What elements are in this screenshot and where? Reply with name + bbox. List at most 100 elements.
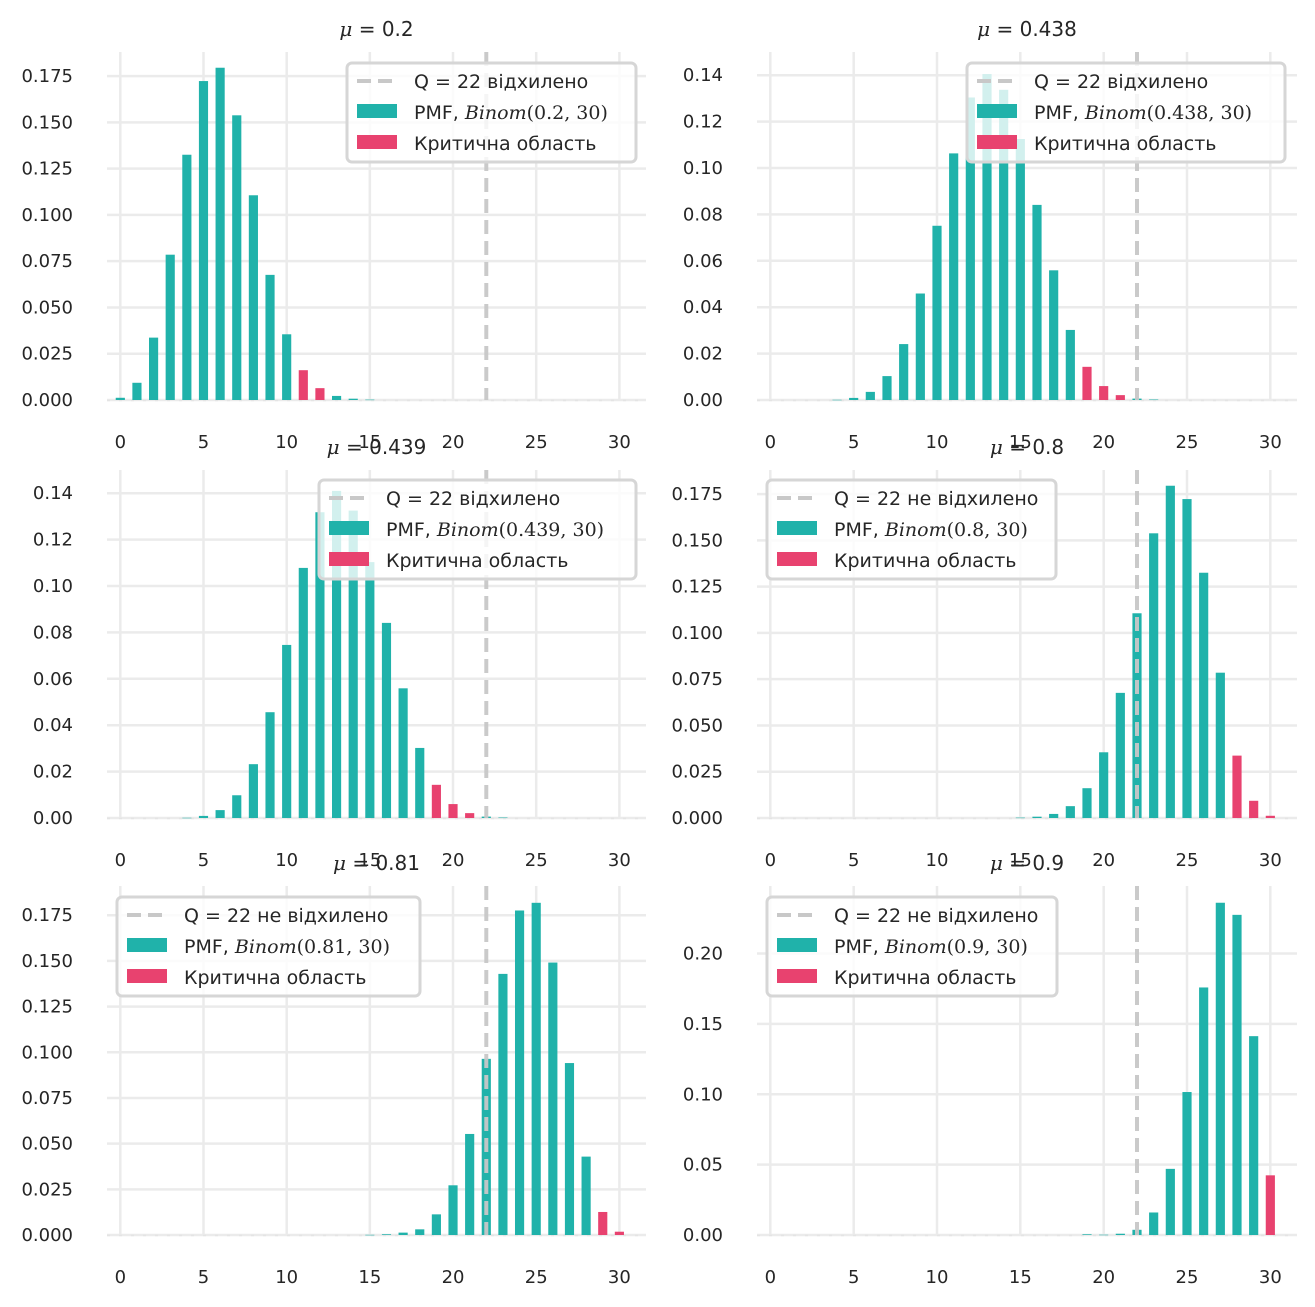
pmf-bar (415, 747, 425, 818)
legend-pmf-prefix: PMF, (1034, 102, 1085, 124)
legend: Q = 22 не відхилено PMF, Binom(0.9, 30) Кр… (765, 895, 1059, 998)
y-tick-label: 0.125 (21, 159, 73, 180)
y-tick-label: 0.04 (683, 297, 723, 318)
y-tick-label: 0.06 (33, 669, 73, 690)
pmf-bar (465, 1133, 475, 1235)
y-tick-label: 0.00 (683, 1225, 723, 1246)
pmf-bar (1132, 613, 1142, 818)
pmf-bar (1115, 1233, 1125, 1235)
y-tick-label: 0.125 (21, 997, 73, 1018)
x-tick-label: 25 (1176, 850, 1199, 871)
pmf-bar (882, 376, 892, 400)
legend-pmf-prefix: PMF, (834, 519, 885, 541)
panel-5: 0 5 10 15 20 25 30 0.000 0.025 0.050 0.075 0.100 0.1… (21, 851, 646, 1288)
y-tick-label: 0.10 (683, 1084, 723, 1105)
legend-critical-swatch (977, 135, 1017, 149)
pmf-bar (248, 764, 258, 818)
y-tick-label: 0.10 (33, 576, 73, 597)
pmf-bar (1015, 817, 1025, 819)
legend-pmf-args: (0.2, 30) (527, 102, 608, 124)
legend-pmf-func: Binom (234, 936, 297, 958)
pmf-bar (398, 688, 408, 818)
x-tick-label: 5 (198, 432, 209, 453)
pmf-bar (381, 622, 392, 818)
legend-pmf-swatch (127, 938, 167, 952)
x-tick-label: 25 (1176, 432, 1199, 453)
title-value: = 0.81 (346, 851, 420, 875)
panel-title: μ = 0.2 (339, 17, 413, 41)
legend-q-label: Q = 22 не відхилено (834, 488, 1038, 510)
title-variable: μ (990, 851, 1003, 875)
legend-pmf-label: PMF, Binom(0.9, 30) (834, 936, 1028, 958)
panel-1: 0 5 10 15 20 25 30 0.000 0.025 0.050 0.075 0.100 0.1… (21, 17, 646, 453)
x-tick-label: 30 (1259, 432, 1282, 453)
y-tick-label: 0.02 (683, 344, 723, 365)
pmf-bar (331, 490, 342, 818)
x-tick-label: 20 (442, 850, 465, 871)
pmf-bar (548, 962, 558, 1235)
pmf-bar (1082, 788, 1092, 818)
y-tick-label: 0.150 (21, 951, 73, 972)
pmf-bar (198, 81, 209, 400)
pmf-bar (348, 510, 358, 818)
y-tick-label: 0.175 (21, 66, 73, 87)
panel-title: μ = 0.81 (333, 851, 420, 875)
x-tick-label: 20 (1092, 432, 1115, 453)
legend-pmf-label: PMF, Binom(0.81, 30) (184, 936, 390, 958)
critical-bar (1099, 386, 1109, 400)
y-tick-label: 0.000 (21, 1225, 73, 1246)
pmf-bar (498, 973, 508, 1235)
legend-q-label: Q = 22 відхилено (386, 488, 560, 510)
pmf-bar (564, 1063, 575, 1235)
legend: Q = 22 відхилено PMF, Binom(0.2, 30) Крити… (345, 61, 638, 164)
legend-frame (965, 61, 1287, 164)
y-tick-label: 0.150 (21, 112, 73, 133)
critical-bar (298, 370, 308, 400)
legend-critical-label: Критична область (386, 550, 569, 572)
pmf-bar (1182, 499, 1192, 818)
x-tick-label: 10 (926, 1267, 949, 1288)
pmf-bar (115, 397, 125, 400)
pmf-bar (282, 644, 292, 818)
y-tick-label: 0.075 (671, 669, 723, 690)
title-value: = 0.438 (990, 17, 1077, 41)
legend-pmf-func: Binom (884, 519, 947, 541)
y-tick-label: 0.04 (33, 715, 73, 736)
pmf-bar (581, 1156, 591, 1235)
legend-pmf-args: (0.439, 30) (499, 519, 604, 541)
legend-pmf-func: Binom (884, 936, 947, 958)
legend-pmf-args: (0.9, 30) (947, 936, 1028, 958)
y-tick-label: 0.10 (683, 158, 723, 179)
pmf-bar (1049, 270, 1059, 400)
legend-frame (765, 895, 1059, 998)
pmf-bar (1165, 485, 1175, 818)
x-tick-label: 30 (1259, 850, 1282, 871)
pmf-bar (348, 398, 358, 400)
pmf-bar (1165, 1168, 1175, 1235)
y-tick-label: 0.15 (683, 1014, 723, 1035)
panel-title: μ = 0.8 (990, 435, 1064, 459)
x-tick-label: 15 (358, 850, 381, 871)
pmf-bar (899, 344, 909, 400)
y-tick-label: 0.02 (33, 762, 73, 783)
x-tick-label: 0 (115, 850, 126, 871)
critical-bar (1265, 815, 1275, 818)
x-tick-label: 20 (1092, 1267, 1115, 1288)
panel-6: 0 5 10 15 20 25 30 0.00 0.05 0.10 0.15 0.20 μ = 0.9 Q… (683, 851, 1297, 1288)
title-variable: μ (977, 17, 990, 41)
legend-q-label: Q = 22 не відхилено (184, 905, 388, 927)
pmf-bar (182, 817, 192, 819)
y-tick-label: 0.08 (683, 204, 723, 225)
title-variable: μ (990, 435, 1003, 459)
y-tick-label: 0.025 (21, 1179, 73, 1200)
x-tick-label: 5 (848, 1267, 859, 1288)
legend-pmf-func: Binom (1084, 102, 1147, 124)
bars (182, 490, 508, 819)
y-tick-label: 0.05 (683, 1155, 723, 1176)
title-value: = 0.439 (340, 435, 427, 459)
y-tick-label: 0.150 (671, 530, 723, 551)
x-tick-label: 25 (1176, 1267, 1199, 1288)
x-tick-label: 0 (115, 1267, 126, 1288)
y-tick-label: 0.100 (21, 205, 73, 226)
